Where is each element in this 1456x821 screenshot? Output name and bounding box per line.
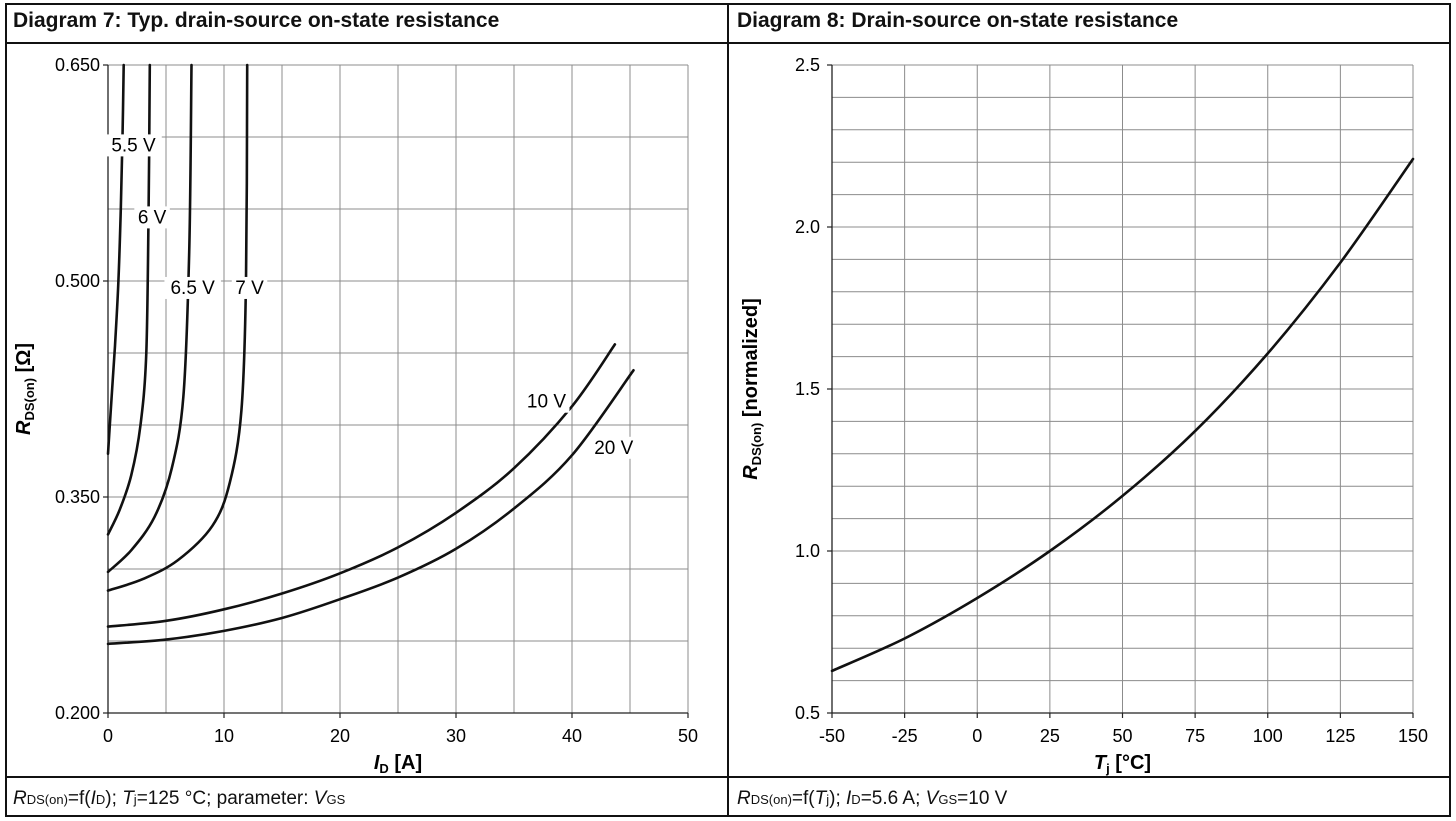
series-label-bg bbox=[164, 276, 221, 299]
diagram-8-caption: RDS(on)=f(Tj); ID=5.6 A; VGS=10 V bbox=[737, 788, 1008, 809]
diagram-7-caption: RDS(on)=f(ID); Tj=125 °C; parameter: VGS bbox=[13, 788, 346, 809]
x-tick-label: 125 bbox=[1325, 726, 1355, 746]
y-tick-label: 0.650 bbox=[55, 55, 100, 75]
x-tick-label: 20 bbox=[330, 726, 350, 746]
x-axis-label: Tj [°C] bbox=[1094, 752, 1151, 776]
series-label-bg bbox=[523, 390, 570, 413]
y-axis-label: RDS(on) [normalized] bbox=[740, 298, 764, 480]
series-line-6v bbox=[106, 63, 152, 536]
series-label: 6 V bbox=[138, 207, 167, 228]
x-tick-label: 40 bbox=[562, 726, 582, 746]
y-tick-label: 0.350 bbox=[55, 487, 100, 507]
series-label-bg bbox=[231, 276, 268, 299]
series-label-bg bbox=[134, 206, 170, 229]
x-tick-label: 0 bbox=[972, 726, 982, 746]
y-tick-label: 1.0 bbox=[795, 541, 820, 561]
x-tick-label: 100 bbox=[1253, 726, 1283, 746]
x-tick-label: 0 bbox=[103, 726, 113, 746]
x-tick-label: 50 bbox=[1112, 726, 1132, 746]
y-tick-label: 0.200 bbox=[55, 703, 100, 723]
x-tick-label: -50 bbox=[819, 726, 845, 746]
series-line-10v bbox=[106, 343, 617, 628]
x-tick-label: 10 bbox=[214, 726, 234, 746]
series-label: 10 V bbox=[527, 392, 566, 413]
series-line-5-5v bbox=[106, 63, 125, 456]
x-axis-label: ID [A] bbox=[374, 752, 422, 776]
series-line-curve bbox=[830, 157, 1415, 673]
x-tick-label: 30 bbox=[446, 726, 466, 746]
series-line-20v bbox=[106, 369, 635, 646]
y-tick-label: 2.5 bbox=[795, 55, 820, 75]
x-tick-label: -25 bbox=[892, 726, 918, 746]
series-label-bg bbox=[590, 436, 637, 459]
diagram-7-title: Diagram 7: Typ. drain-source on-state re… bbox=[13, 9, 500, 32]
x-tick-label: 25 bbox=[1040, 726, 1060, 746]
series-label-bg bbox=[105, 134, 162, 157]
series-label: 20 V bbox=[594, 438, 633, 459]
x-tick-label: 150 bbox=[1398, 726, 1428, 746]
series-line-7v bbox=[106, 63, 249, 592]
series-label: 5.5 V bbox=[111, 135, 156, 156]
chart-d8: 0.5 1.0 1.5 2.0 2.5 -50 -25 0 25 50 75 100 125 150 Tj … bbox=[740, 55, 1428, 776]
series-line-6-5v bbox=[106, 63, 193, 574]
x-tick-label: 75 bbox=[1185, 726, 1205, 746]
title-divider bbox=[5, 42, 1451, 44]
panel-divider bbox=[727, 3, 729, 817]
diagram-8-title: Diagram 8: Drain-source on-state resista… bbox=[737, 9, 1179, 32]
chart-d7-grid bbox=[107, 64, 689, 714]
caption-divider bbox=[5, 776, 1451, 778]
y-tick-label: 0.500 bbox=[55, 271, 100, 291]
y-axis-label: RDS(on) [Ω] bbox=[13, 343, 37, 435]
y-tick-label: 0.5 bbox=[795, 703, 820, 723]
chart-d8-grid bbox=[831, 64, 1414, 714]
chart-d7: 0.200 0.350 0.500 0.650 0 10 20 30 40 50 ID [A] RDS… bbox=[13, 55, 698, 776]
x-tick-label: 50 bbox=[678, 726, 698, 746]
series-label: 6.5 V bbox=[170, 278, 215, 299]
y-tick-label: 2.0 bbox=[795, 217, 820, 237]
series-label: 7 V bbox=[235, 278, 264, 299]
y-tick-label: 1.5 bbox=[795, 379, 820, 399]
